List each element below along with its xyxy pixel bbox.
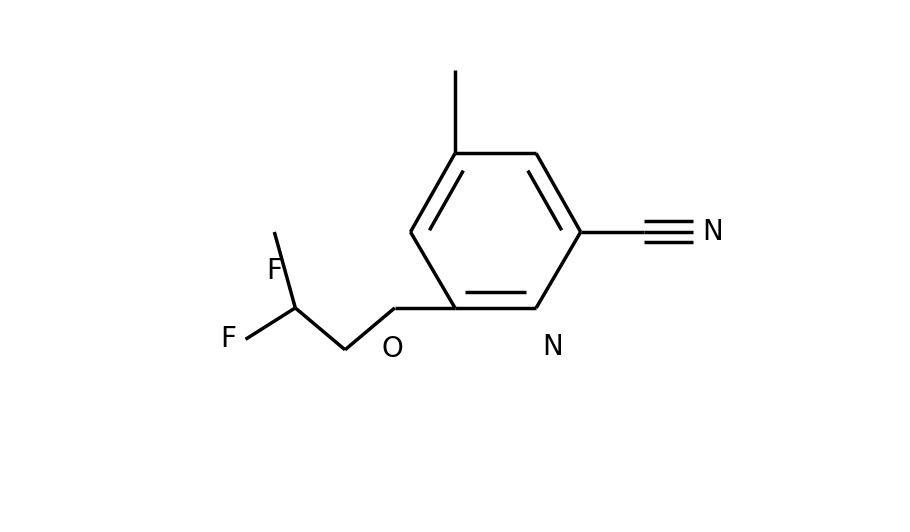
Text: F: F — [220, 325, 236, 353]
Text: N: N — [542, 333, 563, 361]
Text: O: O — [381, 335, 403, 363]
Text: F: F — [267, 257, 282, 285]
Text: N: N — [703, 218, 723, 246]
